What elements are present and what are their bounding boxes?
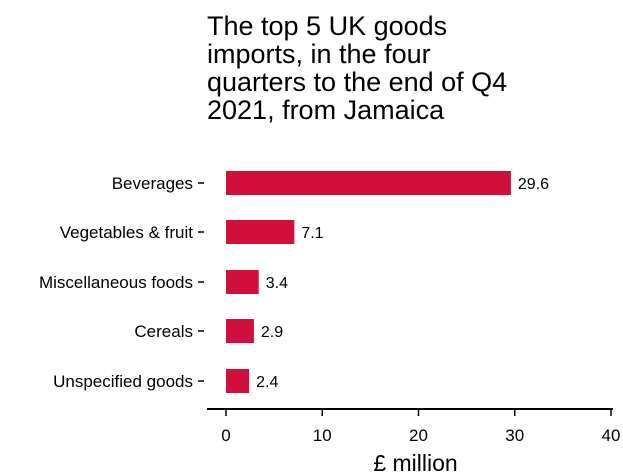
category-label: Miscellaneous foods (39, 273, 193, 292)
data-label: 7.1 (301, 225, 323, 242)
bar (226, 319, 254, 343)
x-tick-label: 0 (221, 426, 230, 445)
x-axis-title: £ million (373, 450, 457, 472)
chart-title-line-4: 2021, from Jamaica (207, 95, 445, 125)
bar (226, 270, 259, 294)
data-label: 3.4 (266, 275, 288, 292)
chart-title-line-3: quarters to the end of Q4 (207, 67, 508, 97)
x-axis: 0 10 20 30 40 (207, 408, 621, 445)
category-label: Beverages (112, 174, 193, 193)
x-tick-label: 20 (409, 426, 428, 445)
bars-layer: Beverages 29.6 Vegetables & fruit 7.1 Miscel… (39, 171, 549, 393)
data-label: 29.6 (518, 176, 549, 193)
x-tick-label: 30 (505, 426, 524, 445)
bar (226, 171, 511, 195)
bar (226, 220, 295, 244)
chart-title-line-2: imports, in the four (207, 39, 431, 69)
chart-title-line-1: The top 5 UK goods (207, 11, 448, 41)
bar (226, 369, 250, 393)
category-label: Cereals (134, 322, 193, 341)
x-tick-label: 10 (313, 426, 332, 445)
x-tick-label: 40 (602, 426, 621, 445)
category-label: Unspecified goods (53, 372, 193, 391)
chart-title: The top 5 UK goods imports, in the four … (207, 12, 617, 124)
data-label: 2.9 (261, 324, 283, 341)
data-label: 2.4 (256, 374, 278, 391)
category-label: Vegetables & fruit (60, 223, 194, 242)
